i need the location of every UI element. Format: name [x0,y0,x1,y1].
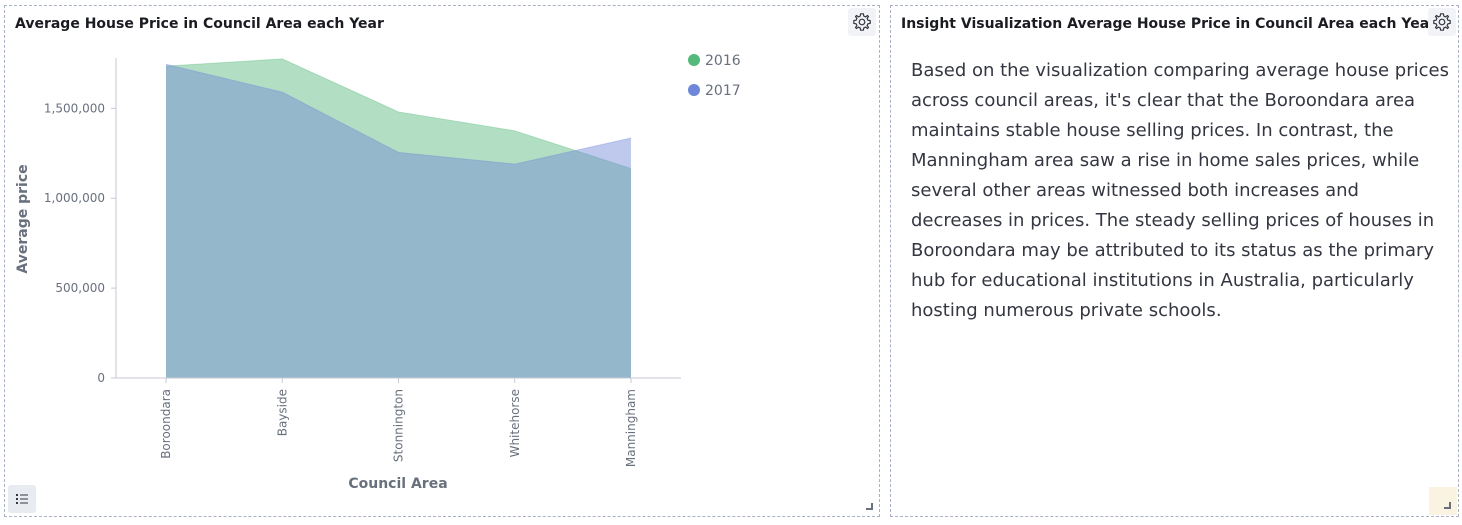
gear-icon [853,13,871,31]
gear-icon [1433,13,1451,31]
area-series-2017[interactable] [166,64,631,379]
insight-panel-options-button[interactable] [1428,8,1456,36]
x-tick-label: Stonnington [392,389,406,462]
legend-toggle-button[interactable] [8,485,36,513]
legend-label: 2017 [705,83,741,99]
y-tick-label: 1,500,000 [44,101,105,115]
area-line-2017 [165,63,632,165]
x-axis-title: Council Area [348,476,447,492]
legend-label: 2016 [705,53,741,69]
area-line-2016 [165,58,632,170]
legend-item-2016[interactable]: 2016 [688,53,741,69]
x-tick-label: Whitehorse [508,389,522,457]
insight-panel-resize-handle[interactable] [1444,502,1451,509]
chart-panel: Average House Price in Council Area each… [4,5,880,517]
area-series-2016[interactable] [166,58,631,379]
y-tick-label: 500,000 [55,281,105,295]
insight-text: Based on the visualization comparing ave… [911,60,1449,321]
insight-panel-title: Insight Visualization Average House Pric… [901,16,1437,32]
y-tick-label: 0 [97,371,105,385]
list-icon [16,494,28,504]
insight-panel: Insight Visualization Average House Pric… [890,5,1459,517]
chart-panel-resize-handle[interactable] [866,503,873,510]
insight-panel-resize-area[interactable] [1429,487,1457,515]
legend-item-2017[interactable]: 2017 [688,83,741,99]
area-chart: 0 500,000 1,000,000 1,500,000 Boroondara Bays… [15,53,741,492]
y-axis-title: Average price [15,164,31,273]
x-tick-label: Boroondara [159,389,173,459]
chart-panel-options-button[interactable] [848,8,876,36]
chart-panel-title: Average House Price in Council Area each… [15,16,384,32]
legend-swatch [688,84,700,96]
legend-swatch [688,54,700,66]
x-tick-label: Bayside [275,389,289,436]
x-tick-label: Manningham [624,389,638,467]
y-tick-label: 1,000,000 [44,191,105,205]
